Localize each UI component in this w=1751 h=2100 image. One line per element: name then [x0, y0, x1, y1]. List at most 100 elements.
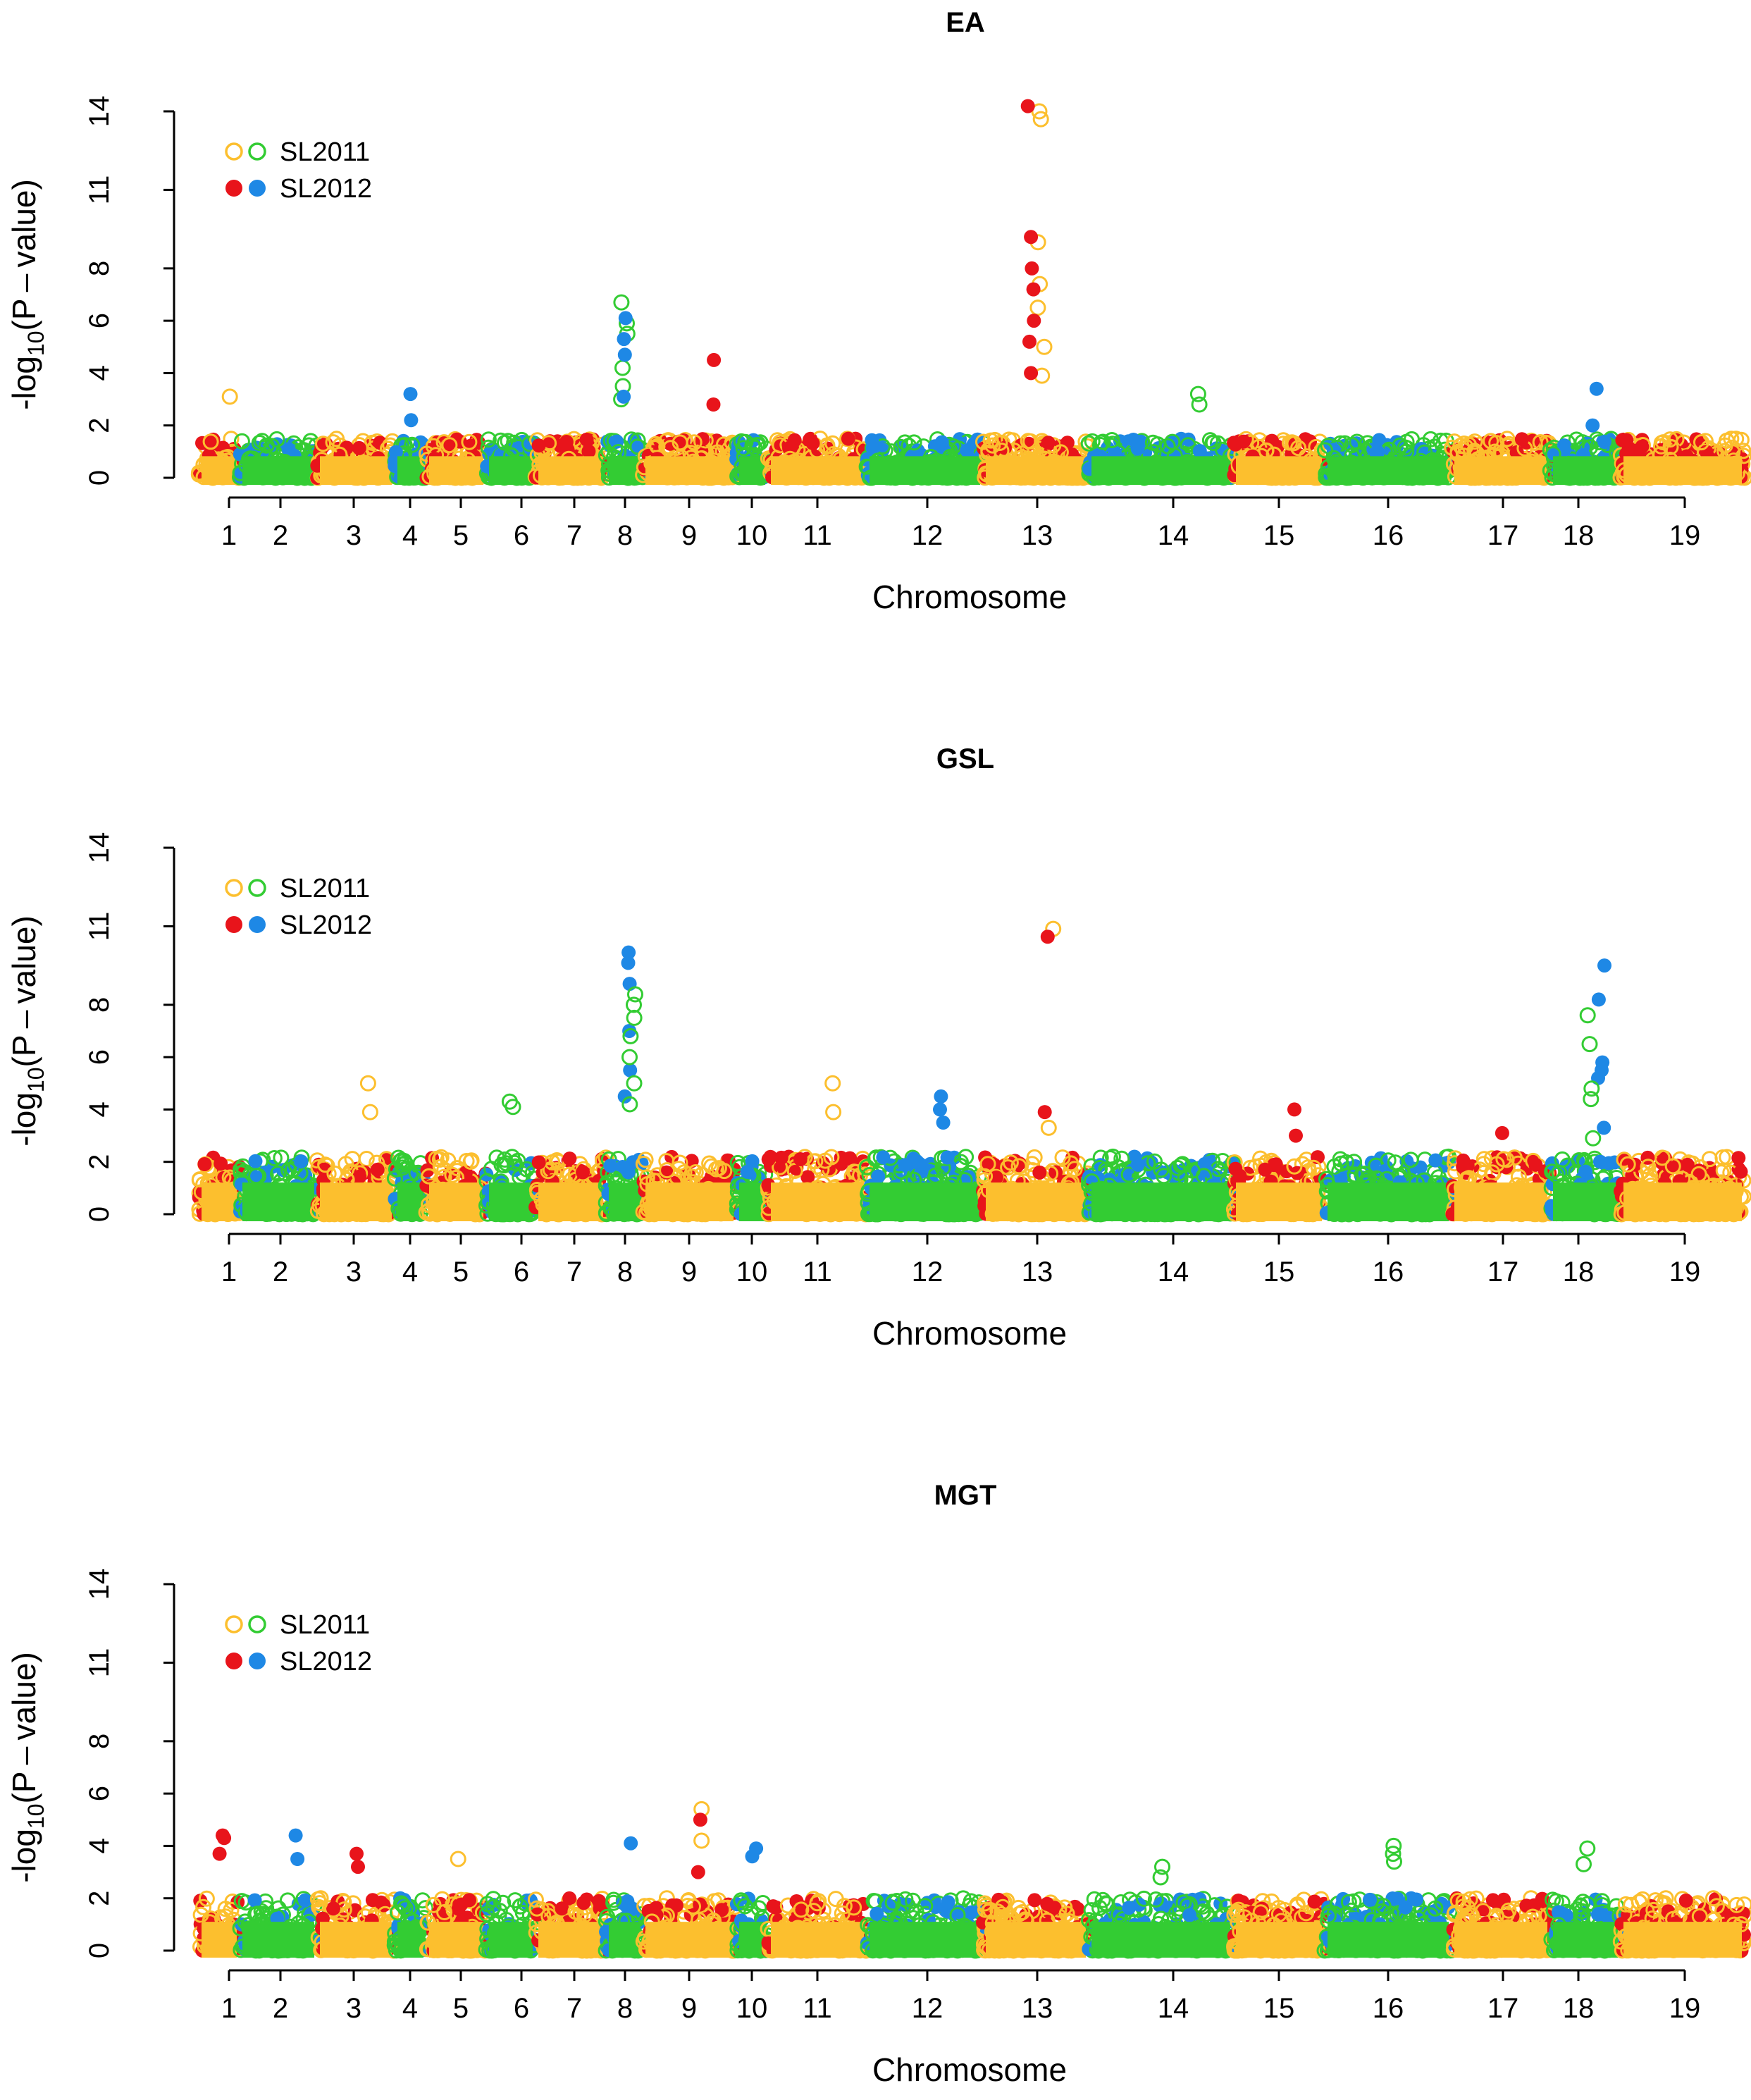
y-axis-label: -log10(P – value)	[6, 915, 49, 1147]
snp-point	[576, 1165, 590, 1180]
snp-cloud	[202, 1182, 237, 1221]
peak-point	[706, 397, 721, 412]
peak-point	[403, 387, 418, 402]
peak-point	[1585, 418, 1600, 433]
snp-point	[1615, 433, 1630, 447]
x-tick-label: 13	[1022, 520, 1053, 551]
snp-point	[251, 435, 268, 451]
peak-point	[1027, 314, 1041, 328]
panel-title: GSL	[936, 743, 994, 774]
y-tick-label: 11	[84, 175, 115, 205]
snp-point	[740, 1164, 755, 1179]
legend-marker-sl2011-odd	[225, 879, 243, 897]
x-tick-label: 17	[1487, 520, 1519, 551]
snp-point	[898, 1158, 912, 1173]
peak-point	[1026, 282, 1041, 297]
snp-point	[865, 433, 879, 447]
snp-point	[1514, 432, 1529, 447]
snp-point	[1192, 444, 1207, 458]
snp-point	[352, 440, 366, 455]
snp-cloud	[771, 1182, 864, 1221]
legend-label-sl2012: SL2012	[280, 174, 372, 204]
snp-point	[315, 436, 331, 452]
x-tick-label: 18	[1563, 520, 1595, 551]
snp-point	[940, 1150, 955, 1165]
snp-cloud	[242, 456, 314, 485]
snp-point	[248, 1154, 263, 1168]
peak-point	[1022, 334, 1037, 349]
x-tick-label: 14	[1158, 520, 1189, 551]
legend-marker-sl2011-even	[248, 879, 266, 897]
peak-point	[404, 413, 419, 428]
snp-point	[202, 433, 219, 450]
snp-point	[871, 1169, 886, 1184]
peak-point	[1024, 366, 1039, 381]
x-tick-label: 12	[912, 520, 943, 551]
y-tick-label: 8	[84, 997, 115, 1013]
y-tick-label: 6	[84, 1049, 115, 1065]
y-tick-label: 0	[84, 470, 115, 486]
x-tick-label: 8	[617, 520, 633, 551]
snp-cloud	[202, 456, 237, 485]
snp-point	[1236, 434, 1251, 449]
snp-cloud	[538, 1182, 603, 1221]
snp-point	[531, 1155, 546, 1170]
snp-point	[935, 440, 950, 455]
x-tick-label: 9	[681, 1256, 697, 1287]
y-tick-label: 14	[84, 832, 115, 864]
x-tick-label: 4	[402, 1256, 418, 1287]
peak-point	[614, 359, 631, 376]
x-tick-label: 1	[221, 520, 237, 551]
snp-point	[793, 1152, 808, 1166]
snp-point	[805, 436, 820, 450]
x-tick-label: 12	[912, 1256, 943, 1287]
y-tick-label: 11	[84, 912, 115, 941]
snp-point	[325, 434, 342, 451]
peak-point	[1589, 381, 1604, 396]
snp-cloud	[771, 456, 864, 485]
legend-marker-sl2012-odd	[225, 916, 242, 933]
snp-cloud	[429, 456, 483, 485]
snp-point	[910, 443, 925, 458]
snp-point	[1597, 435, 1611, 449]
snp-point	[695, 432, 710, 447]
legend-marker-sl2012-even	[249, 916, 266, 933]
snp-point	[233, 433, 250, 450]
x-tick-label: 4	[402, 520, 418, 551]
snp-cloud	[320, 1182, 392, 1221]
peak-point	[1029, 299, 1046, 316]
legend-marker-sl2011-even	[248, 142, 266, 161]
snp-point	[197, 1157, 212, 1171]
x-tick-label: 15	[1263, 1256, 1295, 1287]
snp-point	[461, 433, 478, 450]
snp-point	[761, 1152, 776, 1167]
snp-point	[531, 438, 546, 453]
legend-label-sl2011: SL2011	[280, 874, 370, 903]
x-tick-label: 15	[1263, 520, 1295, 551]
panel-title: EA	[946, 7, 985, 38]
x-tick-label: 16	[1373, 520, 1404, 551]
snp-cloud	[1236, 456, 1322, 485]
snp-cloud	[1328, 456, 1449, 485]
snp-point	[774, 1150, 788, 1165]
snp-point	[1041, 436, 1056, 450]
snp-point	[480, 431, 497, 448]
snp-point	[370, 1162, 385, 1177]
snp-cloud	[645, 456, 734, 485]
snp-point	[834, 1156, 848, 1171]
x-tick-label: 7	[567, 1256, 582, 1287]
x-tick-label: 7	[567, 520, 582, 551]
x-tick-label: 14	[1158, 1256, 1189, 1287]
x-tick-label: 10	[736, 520, 768, 551]
snp-cloud	[1553, 456, 1618, 485]
x-tick-label: 6	[514, 1256, 529, 1287]
snp-cloud	[489, 1182, 533, 1221]
y-tick-label: 8	[84, 261, 115, 276]
snp-cloud	[397, 456, 423, 485]
snp-point	[441, 437, 458, 454]
snp-cloud	[1091, 1182, 1230, 1221]
x-tick-label: 17	[1487, 1256, 1519, 1287]
